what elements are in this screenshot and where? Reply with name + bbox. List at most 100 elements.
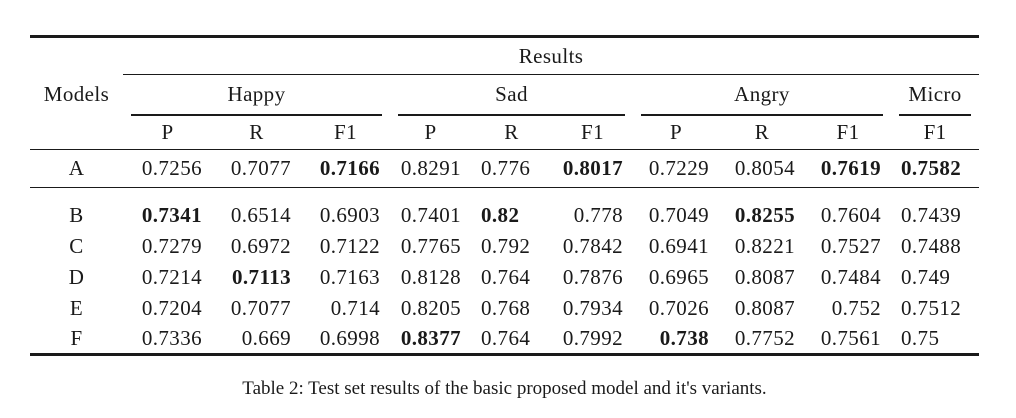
metric-value: 0.7582 [891, 149, 980, 188]
group-underline-row [30, 114, 979, 117]
metric-value: 0.7752 [734, 325, 795, 350]
metric-value: 0.7876 [562, 264, 623, 289]
metric-value: 0.7488 [901, 233, 962, 258]
metric-header-row: P R F1 P R F1 P R F1 F1 [30, 116, 980, 150]
metric-value: 0.7842 [562, 233, 623, 258]
metric-value: 0.7401 [400, 202, 461, 227]
micro-underline [899, 114, 972, 116]
results-table: Results Models Happy Sad Angry Micro P R [30, 35, 980, 356]
col-header-happy-f1: F1 [301, 116, 390, 150]
table-row-model-a: A 0.7256 0.7077 0.7166 0.8291 0.776 0.8017 0.72… [30, 149, 980, 188]
table-row-model-f: F 0.7336 0.669 0.6998 0.8377 0.764 0.7992 0.738… [30, 324, 979, 355]
col-header-sad-r: R [471, 116, 552, 150]
col-header-happy-p: P [123, 116, 212, 150]
group-header-row: Models Happy Sad Angry Micro [30, 75, 979, 114]
model-label: F [70, 325, 83, 350]
metric-value: 0.752 [831, 295, 881, 320]
model-label: B [69, 202, 84, 227]
metric-value: 0.7604 [820, 202, 881, 227]
model-label: E [69, 295, 84, 320]
corner-spacer [30, 37, 123, 75]
col-header-angry-p: P [633, 116, 719, 150]
metric-value: 0.7561 [820, 325, 881, 350]
metric-value: 0.7439 [901, 202, 962, 227]
metric-value: 0.7934 [562, 295, 623, 320]
group-header-happy: Happy [227, 81, 286, 106]
metric-value: 0.7279 [141, 233, 202, 258]
metric-value: 0.8221 [734, 233, 795, 258]
metric-value: 0.7527 [820, 233, 881, 258]
table-row-model-c: C 0.7279 0.6972 0.7122 0.7765 0.792 0.7842 0.69… [30, 231, 979, 262]
metric-value: 0.7163 [319, 264, 380, 289]
metric-value: 0.8255 [734, 202, 795, 227]
metric-value: 0.7484 [820, 264, 881, 289]
models-spacer [30, 116, 123, 150]
table-caption: Table 2: Test set results of the basic p… [242, 378, 767, 399]
table-row-model-d: D 0.7214 0.7113 0.7163 0.8128 0.764 0.7876 0.69… [30, 262, 979, 293]
metric-value: 0.8128 [400, 264, 461, 289]
model-label: D [68, 264, 85, 289]
model-label: C [69, 233, 84, 258]
col-header-sad-p: P [390, 116, 471, 150]
metric-value: 0.7204 [141, 295, 202, 320]
metric-value: 0.714 [330, 295, 380, 320]
metric-value: 0.6972 [230, 233, 291, 258]
metric-value: 0.669 [241, 325, 291, 350]
col-header-angry-r: R [719, 116, 805, 150]
metric-value: 0.7113 [232, 264, 291, 289]
metric-value: 0.82 [481, 202, 520, 227]
metric-value: 0.749 [901, 264, 951, 289]
metric-value: 0.7077 [230, 295, 291, 320]
metric-value: 0.764 [481, 264, 531, 289]
group-header-micro: Micro [908, 81, 962, 106]
metric-value: 0.764 [481, 325, 531, 350]
col-header-happy-r: R [212, 116, 301, 150]
col-header-sad-f1: F1 [552, 116, 633, 150]
metric-value: 0.7341 [141, 202, 202, 227]
metric-value: 0.7166 [301, 149, 390, 188]
metric-value: 0.7214 [141, 264, 202, 289]
metric-value: 0.6514 [230, 202, 291, 227]
metric-value: 0.7122 [319, 233, 380, 258]
happy-underline [131, 114, 382, 116]
table-body: A 0.7256 0.7077 0.7166 0.8291 0.776 0.8017 0.72… [30, 149, 980, 355]
metric-value: 0.7992 [562, 325, 623, 350]
metric-value: 0.8377 [400, 325, 461, 350]
angry-underline [641, 114, 883, 116]
metric-value: 0.6965 [648, 264, 709, 289]
metric-value: 0.7049 [648, 202, 709, 227]
col-header-micro-f1: F1 [891, 116, 980, 150]
group-header-angry: Angry [734, 81, 790, 106]
model-label: A [30, 149, 123, 188]
metric-value: 0.738 [659, 325, 709, 350]
metric-value: 0.6941 [648, 233, 709, 258]
results-header: Results [123, 36, 980, 75]
metric-value: 0.768 [481, 295, 531, 320]
metric-value: 0.7336 [141, 325, 202, 350]
sad-underline [398, 114, 625, 116]
metric-value: 0.75 [901, 325, 940, 350]
metric-value: 0.8087 [734, 295, 795, 320]
metric-value: 0.778 [573, 202, 623, 227]
col-header-angry-f1: F1 [805, 116, 891, 150]
metric-value: 0.8205 [400, 295, 461, 320]
metric-value: 0.8017 [552, 149, 633, 188]
metric-value: 0.7765 [400, 233, 461, 258]
metric-value: 0.7256 [123, 149, 212, 188]
table-row-model-b: B 0.7341 0.6514 0.6903 0.7401 0.82 0.778 0.7049… [30, 188, 979, 231]
group-header-sad: Sad [495, 81, 528, 106]
metric-value: 0.7229 [633, 149, 719, 188]
results-header-row: Results [30, 36, 980, 75]
metric-value: 0.792 [481, 233, 531, 258]
metric-value: 0.776 [471, 149, 552, 188]
metric-value: 0.6903 [319, 202, 380, 227]
metric-value: 0.8054 [719, 149, 805, 188]
metric-value: 0.8087 [734, 264, 795, 289]
metric-value: 0.7619 [805, 149, 891, 188]
metric-value: 0.7512 [901, 295, 962, 320]
table-row-model-e: E 0.7204 0.7077 0.714 0.8205 0.768 0.7934 0.702… [30, 293, 979, 324]
metric-value: 0.8291 [390, 149, 471, 188]
metric-value: 0.7077 [212, 149, 301, 188]
metric-value: 0.6998 [319, 325, 380, 350]
